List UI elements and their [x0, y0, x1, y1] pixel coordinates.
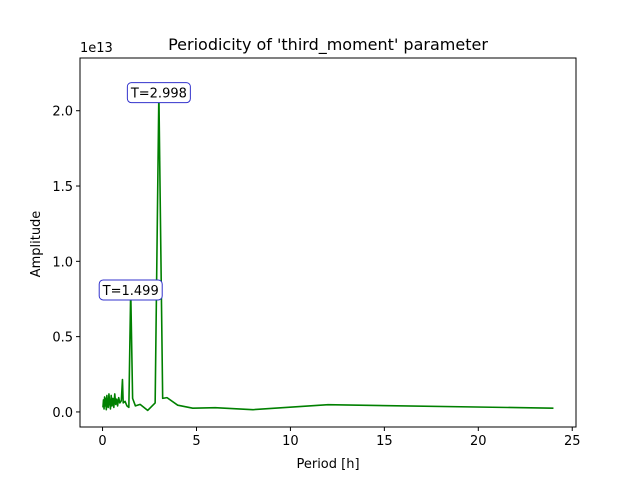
- y-tick-label: 1.0: [52, 255, 73, 270]
- x-tick-label: 25: [564, 434, 581, 449]
- peak-annotation: T=2.998: [126, 82, 191, 104]
- peak-annotation-label: T=1.499: [102, 284, 159, 299]
- y-tick-label: 0.5: [52, 331, 73, 346]
- x-tick-label: 20: [470, 434, 487, 449]
- y-tick-label: 2.0: [52, 105, 73, 120]
- chart-title: Periodicity of 'third_moment' parameter: [168, 35, 488, 55]
- peak-annotation: T=1.499: [98, 279, 163, 301]
- peak-annotation-box: [98, 279, 163, 301]
- peak-annotation-box: [126, 82, 191, 104]
- x-tick-label: 15: [376, 434, 393, 449]
- y-tick-label: 1.5: [52, 180, 73, 195]
- plot-area: 0 5 10 15 20 25 0.0 0.5 1.0 1.5 2.0 T=2.998 T=1.499: [52, 57, 581, 449]
- axes-frame: [79, 57, 577, 428]
- x-tick-label: 5: [192, 434, 200, 449]
- y-axis-label: Amplitude: [29, 211, 44, 278]
- x-tick-label: 0: [98, 434, 106, 449]
- y-offset-text: 1e13: [80, 41, 113, 56]
- y-tick-label: 0.0: [52, 406, 73, 421]
- x-axis-label: Period [h]: [296, 457, 359, 472]
- peak-annotation-label: T=2.998: [130, 87, 187, 102]
- x-tick-label: 10: [282, 434, 299, 449]
